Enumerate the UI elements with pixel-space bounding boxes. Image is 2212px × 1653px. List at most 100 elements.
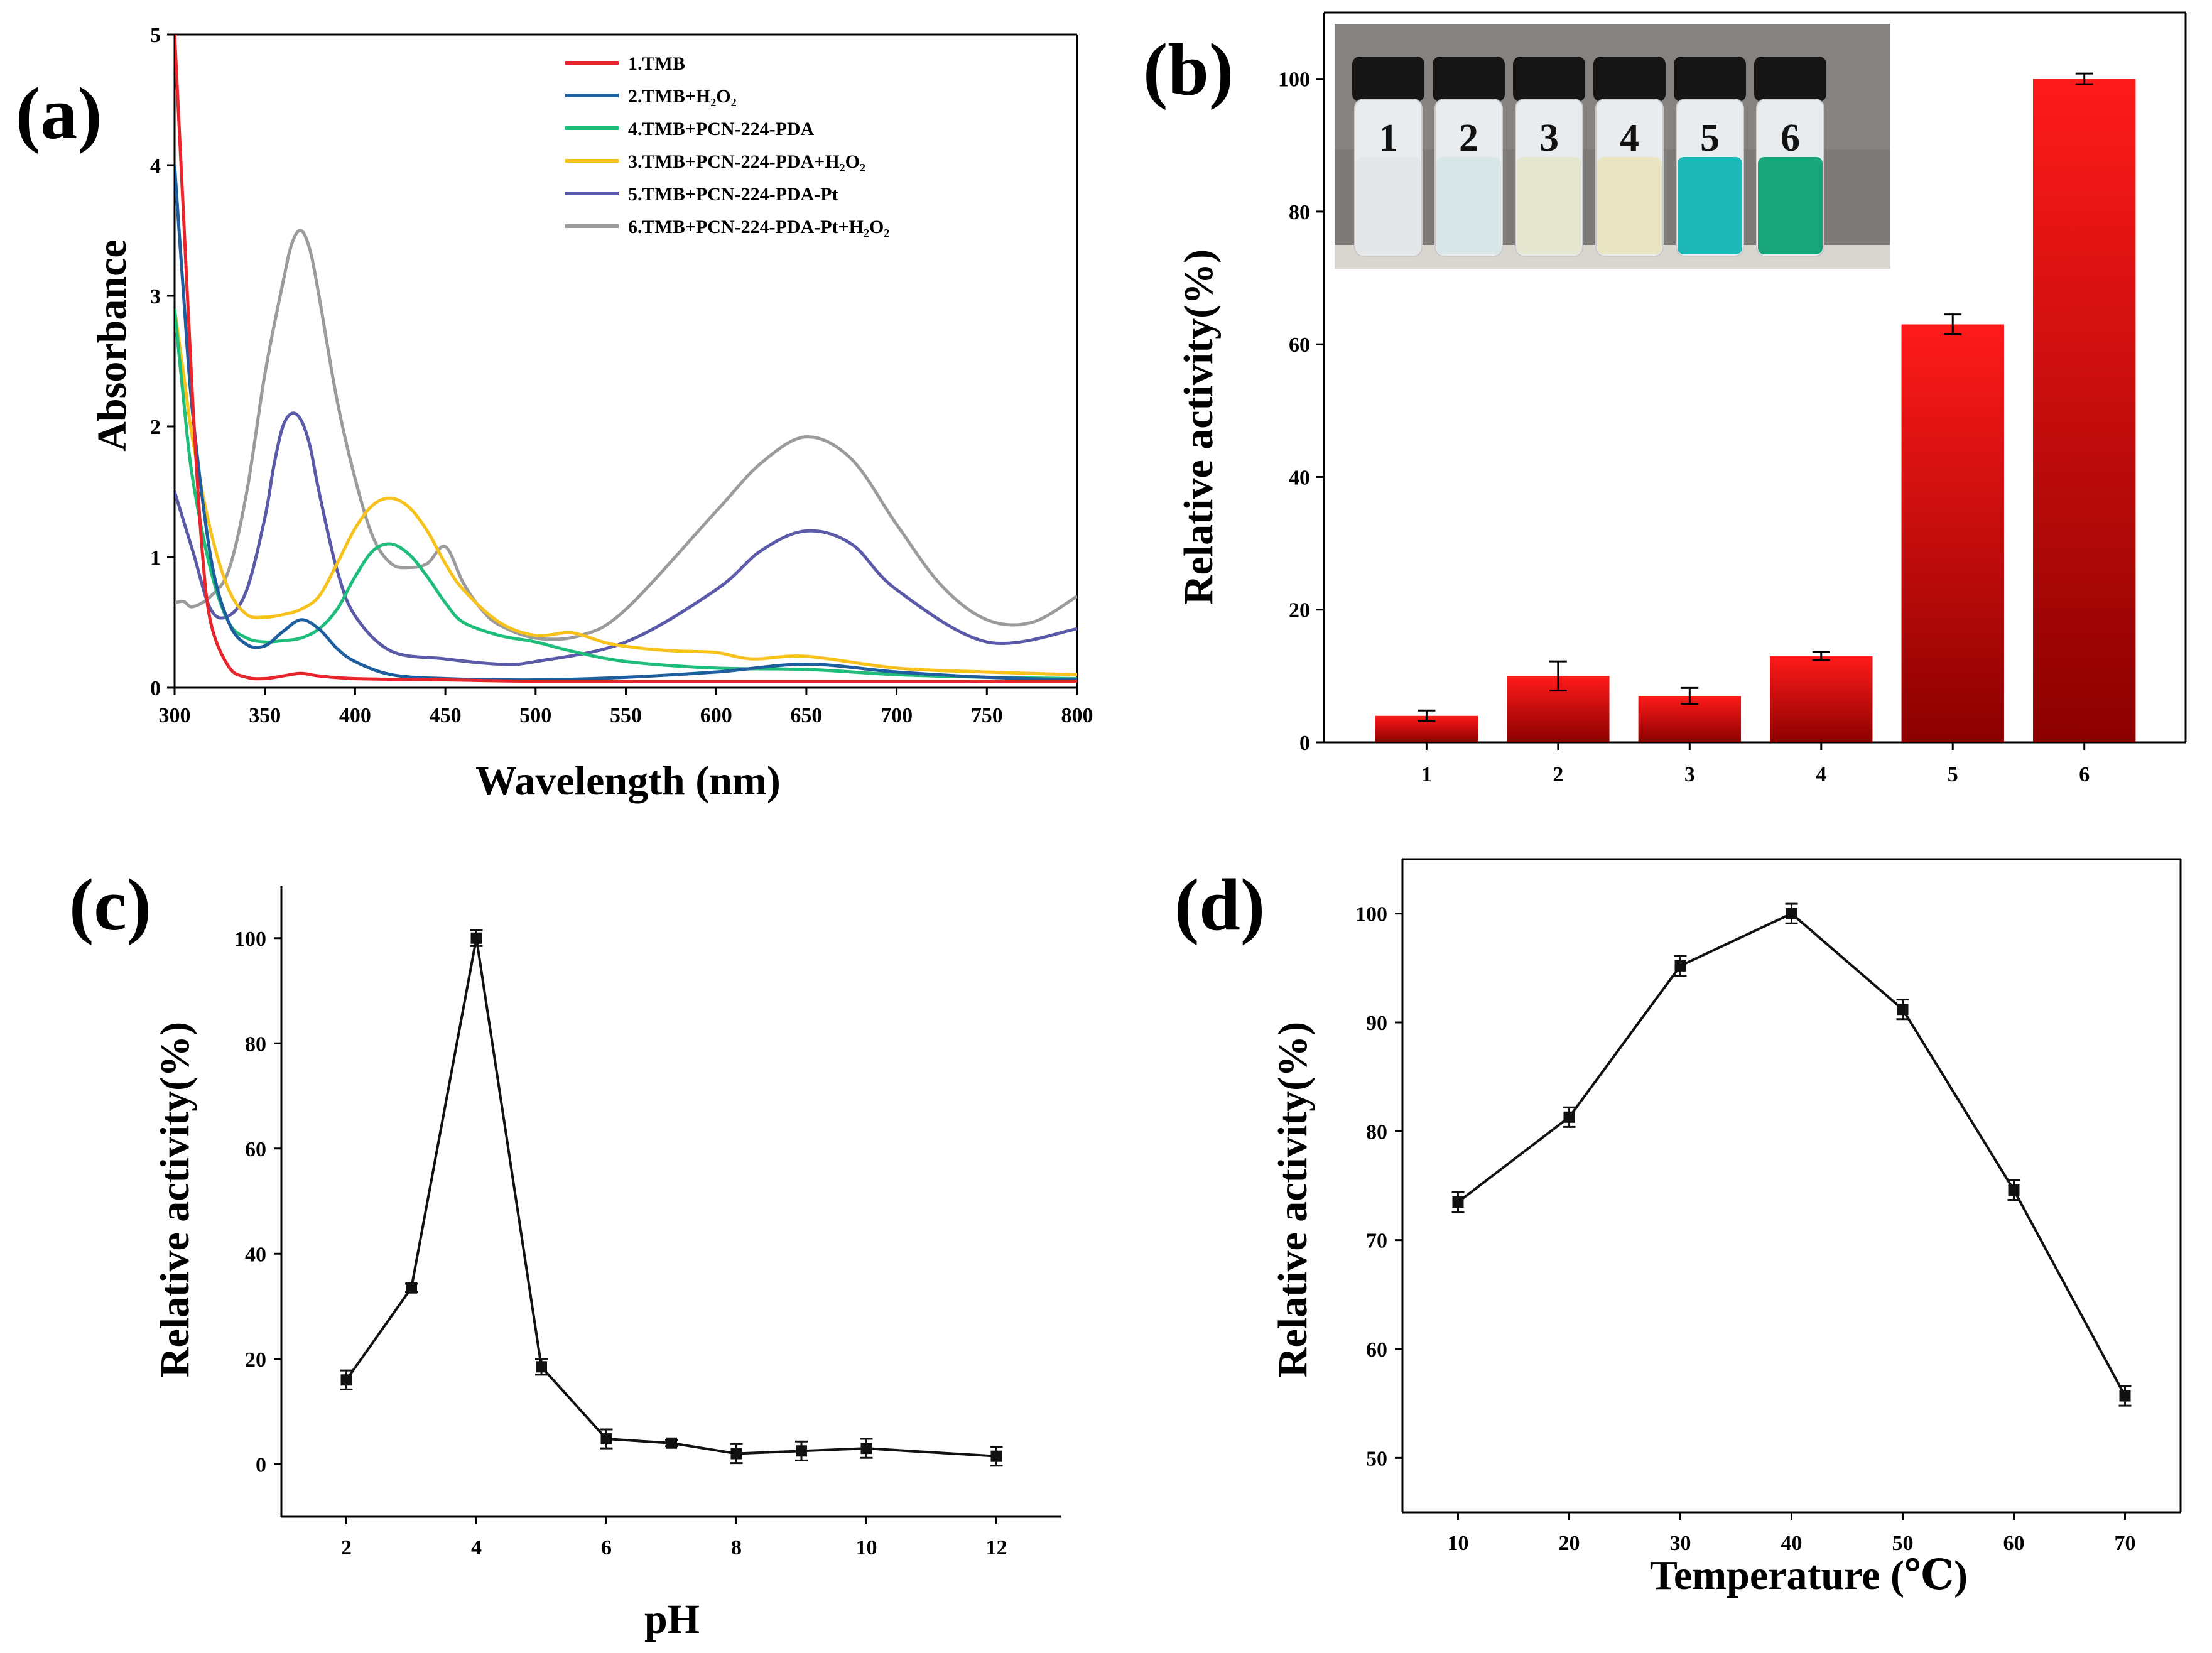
panel-b-bar-4: [1770, 656, 1873, 742]
panel-b-bar-5: [1901, 324, 2004, 742]
panel-d-y-tick-label: 80: [1366, 1120, 1387, 1144]
panel-d-x-tick-label: 50: [1892, 1532, 1914, 1555]
panel-c-data-point: [340, 1374, 352, 1386]
panel-a-y-tick-label: 5: [150, 24, 161, 47]
panel-d-data-point: [1674, 960, 1686, 972]
vial-label-2: 2: [1459, 117, 1478, 160]
panel-a-x-tick-label: 300: [159, 704, 191, 727]
vial-label-3: 3: [1539, 117, 1559, 160]
panel-a-x-tick-label: 700: [881, 704, 913, 727]
panel-a-x-axis-title: Wavelength (nm): [475, 758, 781, 804]
vial-photo-inset: 1 2 3 4 5 6: [1335, 24, 1890, 269]
vial-liquid-6: [1758, 157, 1823, 254]
panel-a-legend: 1.TMB 2.TMB+H₂O₂ 4.TMB+PCN-224-PDA 3.TMB+PC…: [565, 53, 889, 237]
vial-label-6: 6: [1781, 117, 1800, 160]
panel-d-x-tick-label: 40: [1781, 1532, 1803, 1555]
panel-c-x-tick-label: 10: [856, 1536, 877, 1559]
vial-label-1: 1: [1379, 117, 1398, 160]
vial-liquid-4: [1597, 157, 1662, 254]
panel-b-x-tick-label: 3: [1684, 763, 1695, 786]
panel-b-label: (b): [1143, 28, 1233, 111]
panel-d-y-tick-label: 50: [1366, 1447, 1387, 1470]
panel-a-series-line-5: [175, 411, 1077, 666]
panel-d-label: (d): [1174, 864, 1265, 946]
panel-c-y-tick-label: 40: [245, 1243, 266, 1266]
panel-d-data-point: [1786, 908, 1797, 919]
panel-d-y-axis-title: Relative activity(%): [1270, 1022, 1316, 1377]
panel-b-y-tick-label: 40: [1289, 466, 1310, 489]
panel-b-y-tick-label: 0: [1299, 732, 1310, 755]
panel-d-data-point: [2119, 1390, 2131, 1402]
panel-a-series-line-6: [175, 229, 1077, 641]
vial-cap-4: [1593, 57, 1666, 102]
panel-a-label: (a): [16, 72, 102, 154]
panel-c-data-point: [600, 1433, 612, 1445]
panel-b-y-tick-label: 60: [1289, 333, 1310, 357]
panel-d-x-tick-label: 60: [2003, 1532, 2025, 1555]
panel-a-x-tick-label: 600: [700, 704, 732, 727]
panel-a-series-line-4: [175, 308, 1077, 676]
panel-a-x-tick-label: 500: [519, 704, 551, 727]
panel-a-y-tick-label: 3: [150, 285, 161, 308]
panel-c-y-axis-title: Relative activity(%): [152, 1022, 198, 1377]
panel-a-y-axis-title: Absorbance: [89, 239, 135, 451]
panel-d-data-point: [1563, 1111, 1575, 1123]
panel-a-legend-label: 4.TMB+PCN-224-PDA: [628, 119, 815, 139]
panel-a-series-line-2: [175, 165, 1077, 682]
panel-c-y-tick-label: 80: [245, 1032, 266, 1056]
panel-c-data-point: [470, 932, 482, 944]
panel-d-y-tick-label: 60: [1366, 1338, 1387, 1362]
panel-a-legend-label: 2.TMB+H₂O₂: [628, 86, 737, 107]
vial-label-5: 5: [1700, 117, 1720, 160]
panel-d-y-tick-label: 90: [1366, 1012, 1387, 1035]
panel-b-x-tick-label: 2: [1553, 763, 1563, 786]
vial-liquid-1: [1356, 157, 1421, 254]
panel-a-legend-label: 1.TMB: [628, 53, 685, 74]
panel-c-data-point: [730, 1448, 742, 1460]
panel-b: (b) Relative activity(%) 0 20 40 60 80 100 1 2 3…: [1143, 11, 2187, 786]
panel-d-x-tick-label: 70: [2115, 1532, 2136, 1555]
panel-c-data-point: [666, 1437, 677, 1449]
panel-c-x-tick-label: 12: [986, 1536, 1007, 1559]
panel-a-plot-area: 300 350 400 450 500 550 600 650 700 750 800 0 1 2 3 4 5: [150, 24, 1093, 727]
vial-cap-1: [1352, 57, 1424, 102]
panel-a-x-tick-label: 350: [249, 704, 281, 727]
panel-a-x-tick-label: 450: [430, 704, 462, 727]
panel-c-x-tick-label: 2: [341, 1536, 352, 1559]
vial-liquid-5: [1678, 157, 1742, 254]
panel-c-plot-area: 2 4 6 8 10 12 0 20 40 60 80 100: [234, 886, 1061, 1559]
panel-b-x-tick-label: 5: [1948, 763, 1958, 786]
vial-liquid-3: [1517, 157, 1581, 254]
vial-liquid-2: [1436, 157, 1501, 254]
panel-c-data-point: [536, 1361, 547, 1373]
panel-a-y-tick-label: 1: [150, 546, 161, 570]
panel-c-label: (c): [69, 864, 151, 946]
panel-d-data-point: [1897, 1004, 1909, 1016]
panel-d-y-tick-label: 70: [1366, 1230, 1387, 1253]
panel-c-data-point: [406, 1282, 417, 1294]
panel-a-y-tick-label: 0: [150, 677, 161, 700]
panel-a-series-group: [175, 35, 1077, 683]
panel-d-data-point: [1452, 1196, 1464, 1208]
panel-b-bar-6: [2033, 79, 2136, 743]
panel-c-data-point: [860, 1443, 872, 1455]
panel-d-x-tick-label: 10: [1448, 1532, 1469, 1555]
panel-a-legend-label: 5.TMB+PCN-224-PDA-Pt: [628, 184, 838, 205]
panel-a: (a) Absorbance Wavelength (nm) 300 350 400…: [16, 24, 1093, 804]
panel-d: (d) Relative activity(%) Temperature (℃)…: [1174, 858, 2182, 1598]
panel-c-x-tick-label: 8: [731, 1536, 742, 1559]
vial-cap-6: [1754, 57, 1826, 102]
panel-c-y-tick-label: 0: [256, 1453, 266, 1477]
panel-b-y-tick-label: 80: [1289, 201, 1310, 224]
panel-d-plot-area: 10 20 30 40 50 60 70 50 60 70 80 90 100: [1355, 858, 2182, 1555]
panel-b-y-tick-label: 100: [1278, 68, 1310, 92]
panel-a-legend-label: 3.TMB+PCN-224-PDA+H₂O₂: [628, 151, 865, 172]
panel-c-x-tick-label: 6: [601, 1536, 612, 1559]
panel-b-y-axis-title: Relative activity(%): [1176, 249, 1222, 605]
panel-a-y-tick-label: 4: [150, 154, 161, 178]
panel-a-x-tick-label: 750: [971, 704, 1003, 727]
panel-a-x-tick-label: 650: [790, 704, 822, 727]
panel-b-x-tick-label: 4: [1816, 763, 1826, 786]
panel-c-y-tick-label: 60: [245, 1138, 266, 1161]
